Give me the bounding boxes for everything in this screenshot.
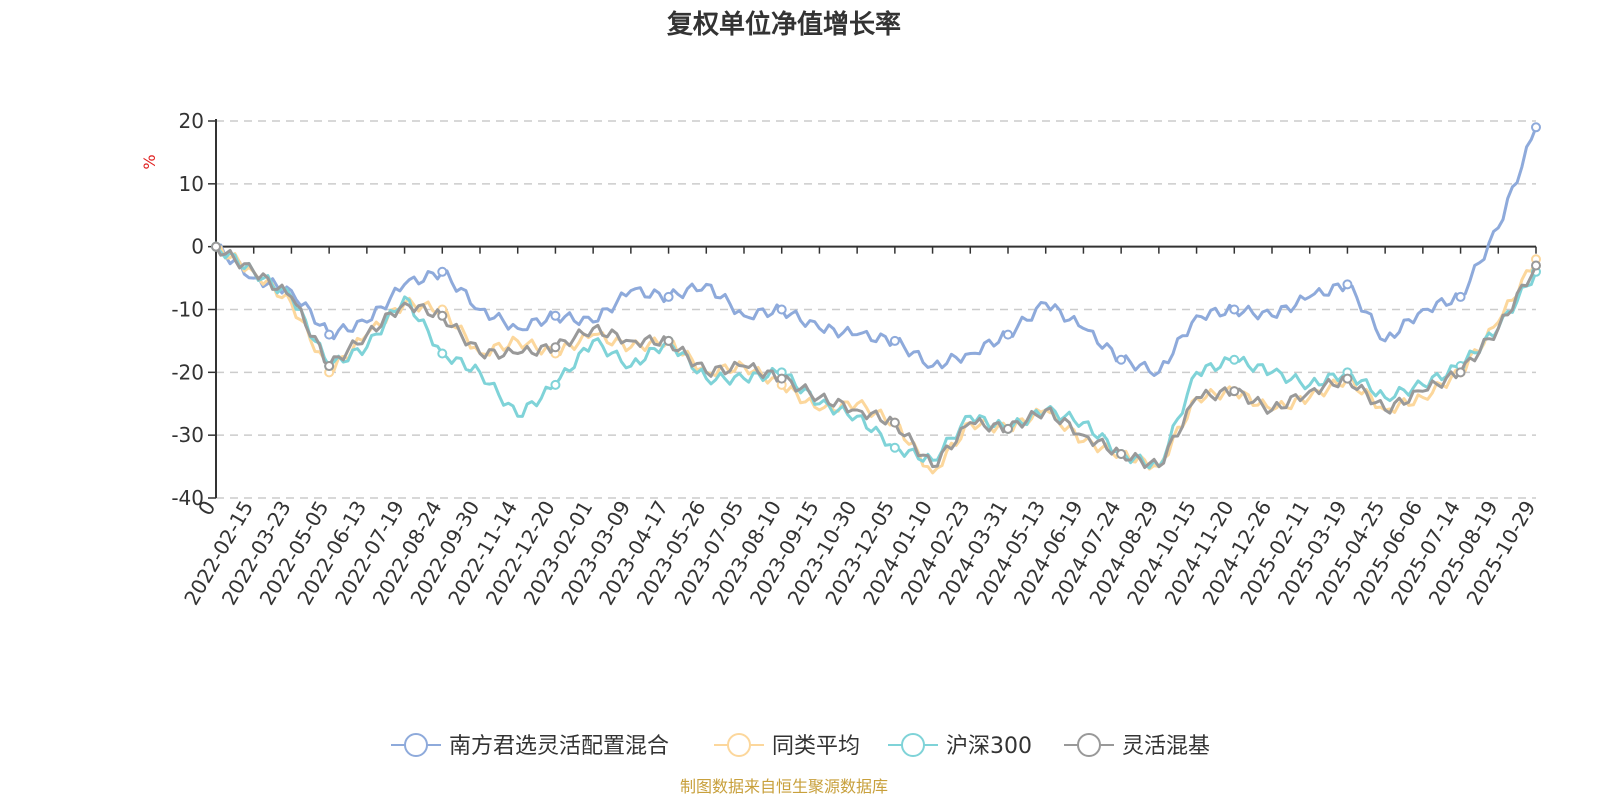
series-point — [776, 373, 787, 384]
series-point — [324, 361, 335, 372]
series-point — [550, 310, 561, 321]
series-point — [1229, 386, 1240, 397]
x-tick-label: 0 — [193, 497, 220, 520]
series-point — [889, 417, 900, 428]
series-point — [1531, 260, 1541, 271]
chart-title: 复权单位净值增长率 — [667, 9, 901, 40]
series-line — [215, 126, 1538, 377]
legend-item[interactable]: 同类平均 — [714, 733, 860, 759]
legend-label: 同类平均 — [772, 734, 860, 759]
series-point — [663, 291, 674, 302]
source-note: 制图数据来自恒生聚源数据库 — [680, 777, 888, 796]
legend-label: 沪深300 — [946, 734, 1032, 759]
series-point — [889, 335, 900, 346]
legend[interactable]: 南方君选灵活配置混合 同类平均 沪深300 灵活混基 — [391, 733, 1210, 759]
series-line — [215, 245, 1538, 475]
series-point — [1342, 279, 1353, 290]
y-axis-unit: % — [140, 154, 159, 169]
series-point — [1003, 329, 1013, 340]
legend-marker — [404, 733, 428, 757]
series-point — [1116, 449, 1127, 460]
y-tick-label: 0 — [191, 235, 204, 259]
series-point — [1342, 373, 1353, 384]
series-point — [776, 304, 787, 315]
y-tick-label: -40 — [171, 486, 204, 510]
y-tick-label: 10 — [179, 172, 204, 196]
series-lines — [211, 122, 1541, 475]
legend-item[interactable]: 南方君选灵活配置混合 — [391, 733, 669, 759]
series-point — [1229, 304, 1240, 315]
legend-label: 灵活混基 — [1122, 734, 1210, 759]
series-line — [214, 245, 1538, 470]
y-tick-label: -20 — [171, 360, 204, 384]
legend-marker — [901, 733, 925, 757]
series-point — [1003, 423, 1013, 434]
y-tick-label: 20 — [179, 109, 204, 133]
series-point — [324, 329, 335, 340]
series-point — [1531, 122, 1541, 133]
legend-item[interactable]: 灵活混基 — [1064, 733, 1210, 759]
legend-item[interactable]: 沪深300 — [888, 733, 1032, 759]
series-point — [550, 342, 561, 353]
series-point — [437, 310, 448, 321]
legend-marker — [1077, 733, 1101, 757]
gridlines — [216, 120, 1536, 499]
y-tick-label: -10 — [171, 298, 204, 322]
series-point — [550, 379, 561, 390]
series-point — [889, 442, 900, 453]
series-point — [437, 348, 448, 359]
y-tick-label: -30 — [171, 423, 204, 447]
series-point — [1455, 367, 1466, 378]
series-point — [1229, 354, 1240, 365]
legend-label: 南方君选灵活配置混合 — [449, 734, 669, 759]
series-point — [663, 335, 674, 346]
series-line — [214, 245, 1538, 469]
series-point — [1116, 354, 1127, 365]
series-point — [437, 266, 448, 277]
legend-marker — [727, 733, 751, 757]
series-point — [1455, 291, 1466, 302]
series-point — [211, 241, 221, 252]
